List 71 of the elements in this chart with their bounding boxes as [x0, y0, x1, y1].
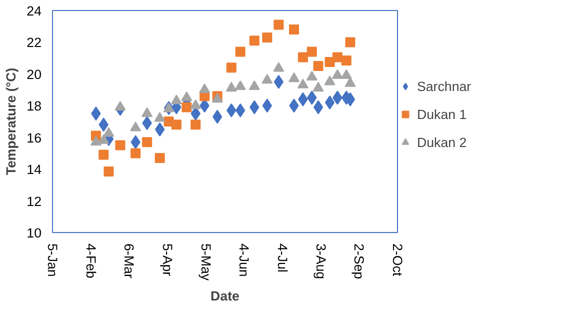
point: [142, 137, 152, 148]
point: [332, 69, 343, 79]
point: [289, 24, 299, 35]
point: [262, 74, 273, 84]
point: [115, 140, 126, 150]
x-tick-label: 2-Sep: [352, 244, 367, 280]
point: [306, 70, 318, 80]
point: [340, 69, 352, 79]
y-tick-label: 10: [26, 226, 42, 240]
point: [181, 91, 192, 102]
legend-label: Sarchnar: [417, 78, 472, 94]
point: [324, 95, 335, 110]
point: [154, 112, 166, 122]
point: [297, 78, 308, 88]
point: [154, 152, 165, 163]
point: [313, 61, 324, 71]
point: [288, 72, 300, 82]
point: [226, 82, 237, 92]
point: [274, 20, 284, 30]
point: [199, 84, 210, 94]
x-tick-label: 4-Jun: [236, 244, 252, 277]
point: [103, 127, 114, 137]
y-tick-label: 24: [26, 4, 42, 18]
point: [273, 62, 284, 72]
legend-label: Dukan 1: [417, 106, 467, 122]
point: [324, 76, 336, 86]
x-tick-label: 2-Oct: [390, 244, 405, 276]
point: [345, 37, 356, 48]
x-tick-label: 5-Apr: [160, 244, 175, 277]
point: [104, 166, 114, 176]
x-tick-label: 5-May: [198, 244, 214, 281]
y-tick-label: 22: [26, 35, 42, 50]
point: [190, 120, 201, 130]
x-axis-title: Date: [210, 288, 240, 304]
point: [341, 55, 352, 66]
point: [163, 102, 174, 112]
x-tick-label: 3-Aug: [313, 244, 328, 280]
y-tick-label: 12: [26, 194, 42, 209]
point: [130, 148, 141, 158]
point: [90, 136, 102, 146]
point: [170, 94, 182, 104]
legend-label: Dukan 2: [417, 134, 467, 150]
point: [171, 120, 182, 130]
point: [248, 80, 260, 90]
point: [312, 82, 324, 92]
point: [298, 52, 308, 62]
point: [313, 100, 324, 114]
x-tick-label: 5-Jan: [45, 244, 60, 277]
point: [332, 52, 342, 62]
y-tick-label: 16: [26, 130, 42, 146]
point: [262, 32, 272, 42]
x-tick-label: 4-Jul: [275, 244, 290, 272]
y-tick-label: 20: [26, 66, 42, 82]
point: [235, 46, 246, 57]
point: [130, 122, 142, 132]
point: [182, 102, 192, 112]
y-tick-label: 14: [26, 162, 42, 178]
point: [190, 99, 202, 110]
y-tick-label: 18: [26, 98, 42, 114]
x-tick-label: 6-Mar: [122, 244, 137, 279]
point: [306, 46, 317, 57]
point: [114, 100, 126, 111]
point: [249, 36, 260, 46]
point: [98, 150, 109, 160]
point: [142, 107, 153, 117]
point: [344, 77, 356, 87]
point: [98, 134, 110, 144]
point: [226, 62, 236, 73]
x-tick-label: 4-Feb: [83, 244, 98, 278]
point: [234, 80, 246, 90]
y-axis-title: Temperature (°C): [4, 68, 19, 176]
